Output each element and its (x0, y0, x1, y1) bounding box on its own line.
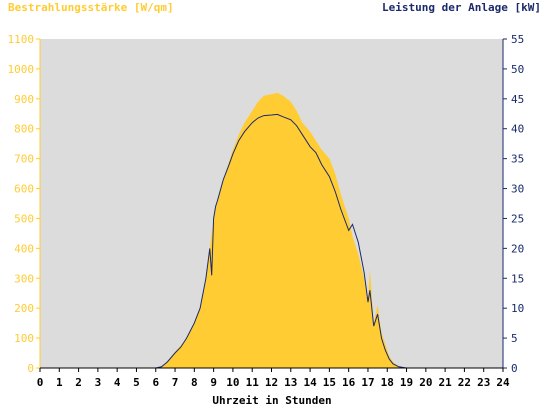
left-tick-label: 1100 (8, 33, 35, 46)
right-tick-label: 25 (511, 212, 524, 225)
power-line (40, 113, 503, 369)
right-tick-label: 55 (511, 33, 524, 46)
right-tick-label: 10 (511, 302, 524, 315)
right-tick-label: 40 (511, 123, 524, 136)
left-tick-label: 600 (14, 183, 34, 196)
left-tick-label: 400 (14, 242, 34, 255)
right-tick-label: 45 (511, 93, 524, 106)
left-tick-label: 700 (14, 153, 34, 166)
left-tick-label: 0 (27, 362, 34, 375)
right-tick-label: 0 (511, 362, 518, 375)
x-tick-label: 10 (226, 376, 239, 389)
right-tick-label: 50 (511, 63, 524, 76)
left-tick-label: 800 (14, 123, 34, 136)
x-tick-label: 8 (191, 376, 198, 389)
right-tick-label: 30 (511, 183, 524, 196)
x-tick-label: 13 (284, 376, 297, 389)
left-tick-label: 200 (14, 302, 34, 315)
x-tick-label: 16 (342, 376, 356, 389)
left-tick-label: 300 (14, 272, 34, 285)
x-tick-label: 5 (133, 376, 140, 389)
x-tick-label: 12 (265, 376, 278, 389)
x-tick-label: 7 (172, 376, 179, 389)
left-tick-label: 900 (14, 93, 34, 106)
x-tick-label: 17 (361, 376, 374, 389)
x-tick-label: 22 (458, 376, 471, 389)
x-tick-label: 19 (400, 376, 413, 389)
right-tick-label: 5 (511, 332, 518, 345)
x-tick-label: 4 (114, 376, 121, 389)
right-axis-label: Leistung der Anlage [kW] (382, 1, 541, 14)
left-tick-label: 1000 (8, 63, 35, 76)
x-tick-label: 3 (95, 376, 102, 389)
right-tick-label: 35 (511, 153, 524, 166)
x-tick-label: 0 (37, 376, 44, 389)
axis-layer: 0100200300400500600700800900100011000510… (8, 33, 525, 389)
x-tick-label: 24 (496, 376, 510, 389)
x-tick-label: 14 (303, 376, 317, 389)
x-axis-label: Uhrzeit in Stunden (212, 394, 332, 407)
x-tick-label: 11 (246, 376, 260, 389)
x-tick-label: 1 (56, 376, 63, 389)
series-layer (40, 92, 503, 369)
x-tick-label: 23 (477, 376, 490, 389)
x-tick-label: 21 (439, 376, 453, 389)
x-tick-label: 20 (419, 376, 432, 389)
x-tick-label: 9 (210, 376, 217, 389)
x-tick-label: 2 (75, 376, 82, 389)
right-tick-label: 20 (511, 242, 524, 255)
left-tick-label: 500 (14, 212, 34, 225)
right-tick-label: 15 (511, 272, 524, 285)
left-axis-label: Bestrahlungsstärke [W/qm] (8, 1, 174, 14)
irradiance-area (40, 92, 503, 369)
x-tick-label: 6 (152, 376, 159, 389)
left-tick-label: 100 (14, 332, 34, 345)
x-tick-label: 15 (323, 376, 336, 389)
x-tick-label: 18 (381, 376, 394, 389)
